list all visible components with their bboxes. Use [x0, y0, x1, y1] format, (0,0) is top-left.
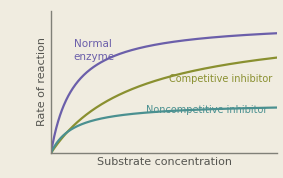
- X-axis label: Substrate concentration: Substrate concentration: [97, 157, 232, 167]
- Text: Competitive inhibitor: Competitive inhibitor: [169, 74, 272, 84]
- Text: Normal
enzyme: Normal enzyme: [74, 39, 115, 62]
- Y-axis label: Rate of reaction: Rate of reaction: [37, 37, 47, 126]
- Text: Noncompetitive inhibitor: Noncompetitive inhibitor: [146, 105, 267, 115]
